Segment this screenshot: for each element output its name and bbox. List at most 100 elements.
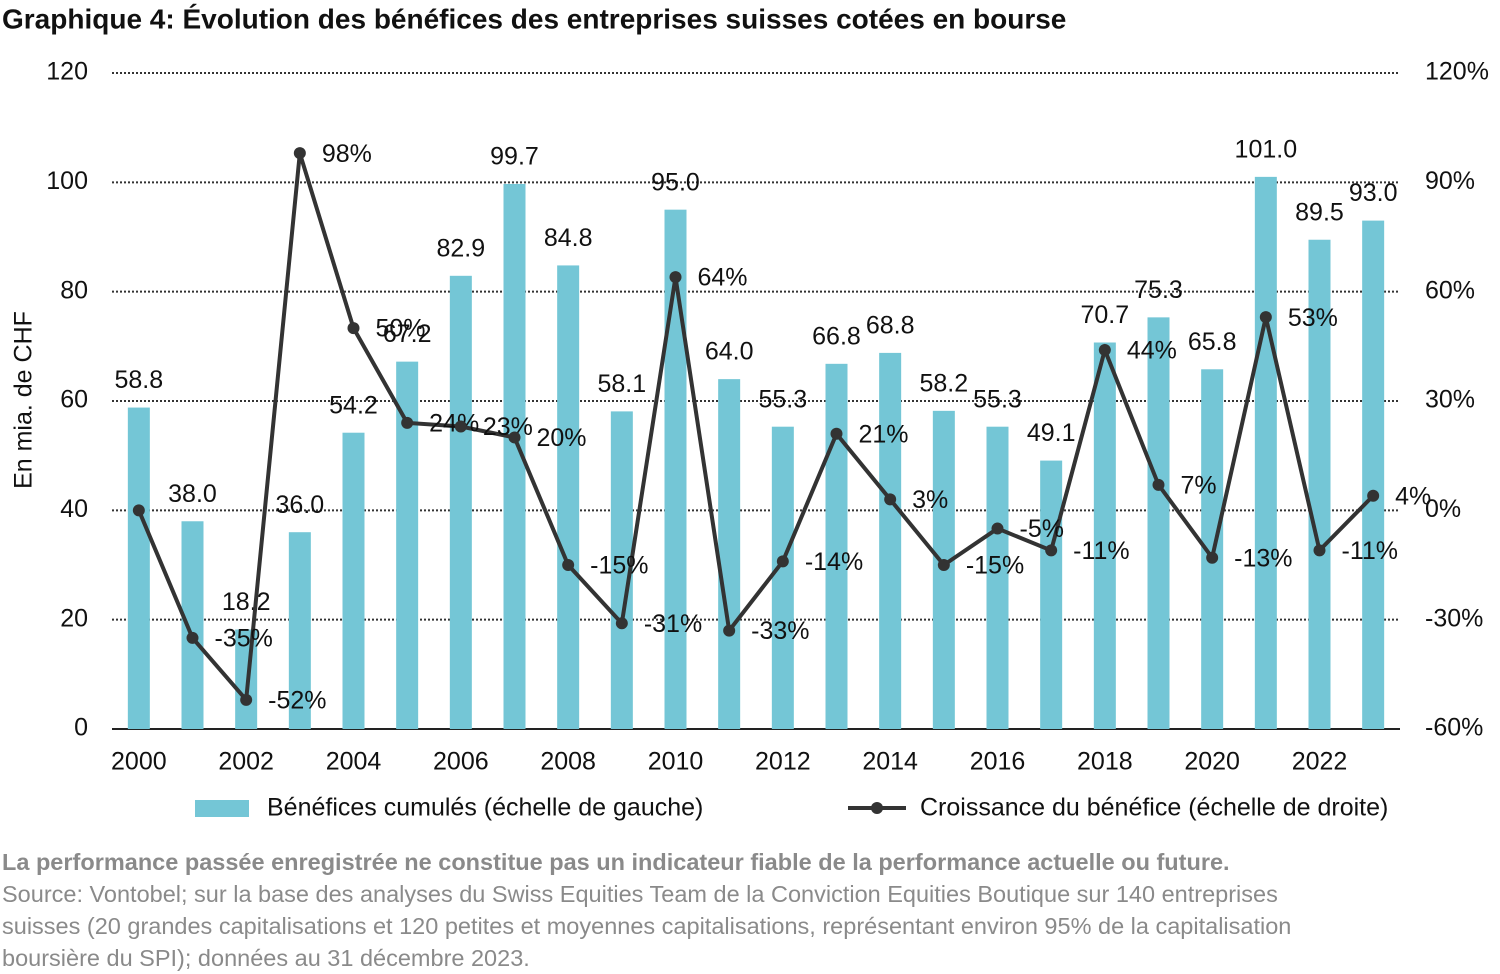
bar [181,521,204,729]
line-value-label: -33% [751,617,809,645]
line-value-label: -5% [1020,515,1064,543]
line-point [830,427,843,440]
legend-label: Bénéfices cumulés (échelle de gauche) [267,794,703,822]
y-tick-label: 100 [46,167,88,195]
legend-swatch [871,802,883,814]
bar-value-label: 67.2 [383,320,432,348]
y-axis-title: En mia. de CHF [10,311,38,489]
bar [127,407,150,729]
bar-value-label: 68.8 [866,312,915,340]
bar [986,426,1009,729]
line-value-label: 23% [483,413,533,441]
line-point [186,631,199,644]
line-point [1045,544,1058,557]
line-value-label: 53% [1288,304,1338,332]
line-point [615,617,628,630]
bar-value-label: 58.8 [114,366,163,394]
line-point [1098,343,1111,356]
line-value-label: 3% [912,486,948,514]
y2-tick-label: 120% [1425,58,1489,86]
line-point [991,522,1004,535]
line-value-label: -15% [590,552,648,580]
bar-value-label: 66.8 [812,322,861,350]
line-point [562,559,575,571]
footer-source: boursière du SPI); données au 31 décembr… [2,945,530,971]
bar-value-label: 64.0 [705,338,754,366]
bar-value-label: 54.2 [329,391,378,419]
y2-tick-label: 0% [1425,495,1461,523]
line-point [884,493,897,506]
x-tick-label: 2006 [433,748,489,776]
bar-value-label: 38.0 [168,480,217,508]
y-tick-label: 20 [60,604,88,632]
line-value-label: -52% [268,686,326,714]
bar [1040,460,1063,729]
bar-value-label: 36.0 [275,491,324,519]
y-tick-label: 60 [60,386,88,414]
bar-value-label: 58.2 [919,369,968,397]
line-point [508,431,521,444]
bar [557,265,580,729]
legend-swatch [195,800,249,817]
line-value-label: 98% [322,140,372,168]
line [136,152,1375,705]
bar-value-label: 93.0 [1349,179,1398,207]
line-point [347,322,360,335]
x-tick-label: 2002 [218,748,274,776]
bar-value-label: 75.3 [1134,276,1183,304]
bar [1093,342,1116,729]
y2-tick-label: -30% [1425,604,1483,632]
y2-tick-label: 30% [1425,386,1475,414]
line-point [1313,544,1326,557]
bar [718,379,741,729]
footer-note: La performance passée enregistrée ne con… [2,849,1230,875]
line-value-label: -31% [644,610,702,638]
line-point [132,504,145,517]
footer-source: suisses (20 grandes capitalisations et 1… [2,913,1292,939]
y2-tick-label: 90% [1425,167,1475,195]
line-value-label: 21% [859,420,909,448]
bar-value-label: 49.1 [1027,419,1076,447]
bar-value-label: 95.0 [651,168,700,196]
x-tick-label: 2018 [1077,748,1133,776]
bar-value-label: 58.1 [597,370,646,398]
y-tick-label: 80 [60,276,88,304]
line-value-label: 64% [698,264,748,292]
bar-value-label: 55.3 [758,385,807,413]
line-point [240,693,253,706]
bar-value-label: 84.8 [544,224,593,252]
bar-value-label: 89.5 [1295,198,1344,226]
line-value-label: -13% [1234,544,1292,572]
line-value-label: -11% [1342,537,1399,565]
x-tick-label: 2010 [648,748,704,776]
y-tick-label: 0 [74,714,88,742]
bar-value-label: 82.9 [436,234,485,262]
bar [610,411,633,729]
bar-value-label: 101.0 [1235,135,1298,163]
line-point [401,416,414,429]
x-tick-label: 2016 [970,748,1026,776]
bar [664,209,687,729]
line-value-label: -11% [1073,537,1130,565]
x-tick-label: 2014 [862,748,918,776]
line-point [669,271,682,284]
bar-value-label: 99.7 [490,143,539,171]
x-tick-label: 2008 [540,748,596,776]
bar [825,363,848,729]
line-value-label: -15% [966,552,1024,580]
x-tick-label: 2022 [1292,748,1348,776]
line-point [776,555,789,568]
x-tick-label: 2012 [755,748,811,776]
y-tick-label: 40 [60,495,88,523]
line-value-label: 4% [1395,482,1431,510]
bar [342,432,365,729]
bar-value-label: 65.8 [1188,328,1237,356]
line-point [454,420,467,433]
bar [879,352,902,729]
bar [449,275,472,729]
line-value-label: -35% [215,624,273,652]
line-value-label: 20% [537,424,587,452]
bar [1147,317,1170,729]
x-tick-label: 2000 [111,748,167,776]
